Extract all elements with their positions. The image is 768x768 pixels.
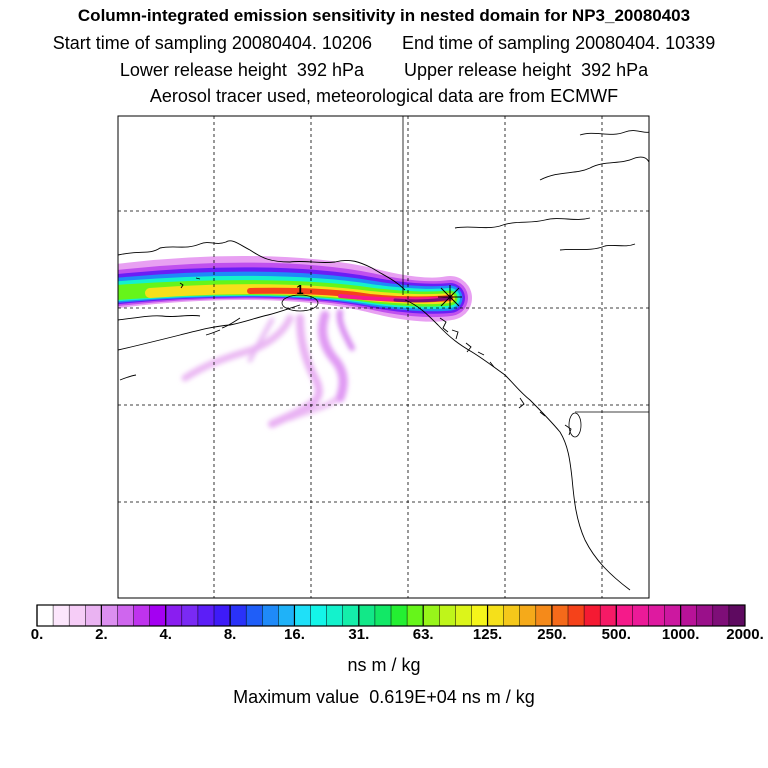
colorbar-cell	[519, 605, 537, 626]
colorbar-unit: ns m / kg	[347, 655, 421, 675]
colorbar-cell	[680, 605, 698, 626]
colorbar-cell	[471, 605, 489, 626]
colorbar-tick-label: 4.	[159, 626, 172, 643]
colorbar-cell	[616, 605, 633, 626]
colorbar-cell	[696, 605, 714, 626]
colorbar-tick-label: 2.	[95, 626, 108, 643]
colorbar-cell	[181, 605, 199, 626]
colorbar-cell	[214, 605, 231, 626]
colorbar-cell	[728, 605, 746, 626]
colorbar-cell	[439, 605, 456, 626]
colorbar-tick-label: 0.	[30, 626, 44, 643]
colorbar-cell	[246, 605, 263, 626]
colorbar-cell	[85, 605, 102, 626]
colorbar-cell	[391, 605, 408, 626]
graticule	[118, 116, 649, 598]
colorbar-cell	[648, 605, 666, 626]
colorbar-cell	[37, 605, 54, 626]
colorbar-tick-label: 500.	[601, 626, 631, 643]
colorbar-cell	[535, 605, 553, 626]
colorbar-cell	[197, 605, 215, 626]
colorbar-tick-label: 2000.	[726, 626, 764, 643]
colorbar-cell	[503, 605, 521, 626]
colorbar-cell	[551, 605, 569, 626]
colorbar-cell	[374, 605, 392, 626]
colorbar-frame	[36, 604, 746, 627]
colorbar-cell	[664, 605, 682, 626]
colorbar-tick-label: 31.	[348, 626, 370, 643]
plume-band	[118, 255, 472, 322]
colorbar-cell	[423, 605, 440, 626]
colorbar-tick-label: 16.	[284, 626, 305, 643]
colorbar-tick-label: 125.	[472, 626, 503, 643]
colorbar-cell	[310, 605, 328, 626]
colorbar-cell	[117, 605, 135, 626]
colorbar-cell	[358, 605, 376, 626]
label-marker: 1	[296, 282, 303, 297]
colorbar-cell	[584, 605, 601, 626]
contour-ellipse	[281, 294, 319, 312]
colorbar-cell	[712, 605, 730, 626]
map-frame	[117, 115, 650, 599]
title-line-4: Aerosol tracer used, meteorological data…	[149, 86, 619, 106]
colorbar-tick-label: 8.	[223, 626, 237, 643]
colorbar-cell	[149, 605, 167, 626]
colorbar-cell	[294, 605, 312, 626]
political-boundaries	[402, 116, 649, 438]
colorbar-tick-label: 63.	[412, 626, 434, 643]
colorbar-cell	[600, 605, 617, 626]
colorbar-cell	[278, 605, 295, 626]
colorbar-cell	[326, 605, 344, 626]
maximum-value-label: Maximum value 0.619E+04 ns m / kg	[233, 687, 535, 707]
colorbar-cell	[101, 605, 118, 626]
colorbar-cell	[165, 605, 183, 626]
title-line-3: Lower release height 392 hPa Upper relea…	[119, 60, 649, 80]
colorbar-cell	[342, 605, 360, 626]
coastlines	[118, 130, 649, 591]
colorbar-cell	[53, 605, 70, 626]
colorbar-cell	[632, 605, 649, 626]
release-point-marker	[438, 285, 462, 309]
colorbar-cell	[568, 605, 585, 626]
colorbar-cell	[69, 605, 86, 626]
colorbar-cell	[133, 605, 151, 626]
title-line-1: Column-integrated emission sensitivity i…	[77, 6, 691, 25]
title-line-2: Start time of sampling 20080404. 10206 E…	[52, 33, 716, 53]
colorbar-cell	[407, 605, 424, 626]
colorbar-cell	[262, 605, 279, 626]
colorbar-cell	[455, 605, 472, 626]
colorbar-cell	[487, 605, 505, 626]
colorbar-tick-label: 1000.	[661, 626, 700, 643]
colorbar-tick-label: 250.	[537, 626, 567, 643]
plume-wisps	[181, 309, 355, 428]
colorbar-cell	[230, 605, 247, 626]
